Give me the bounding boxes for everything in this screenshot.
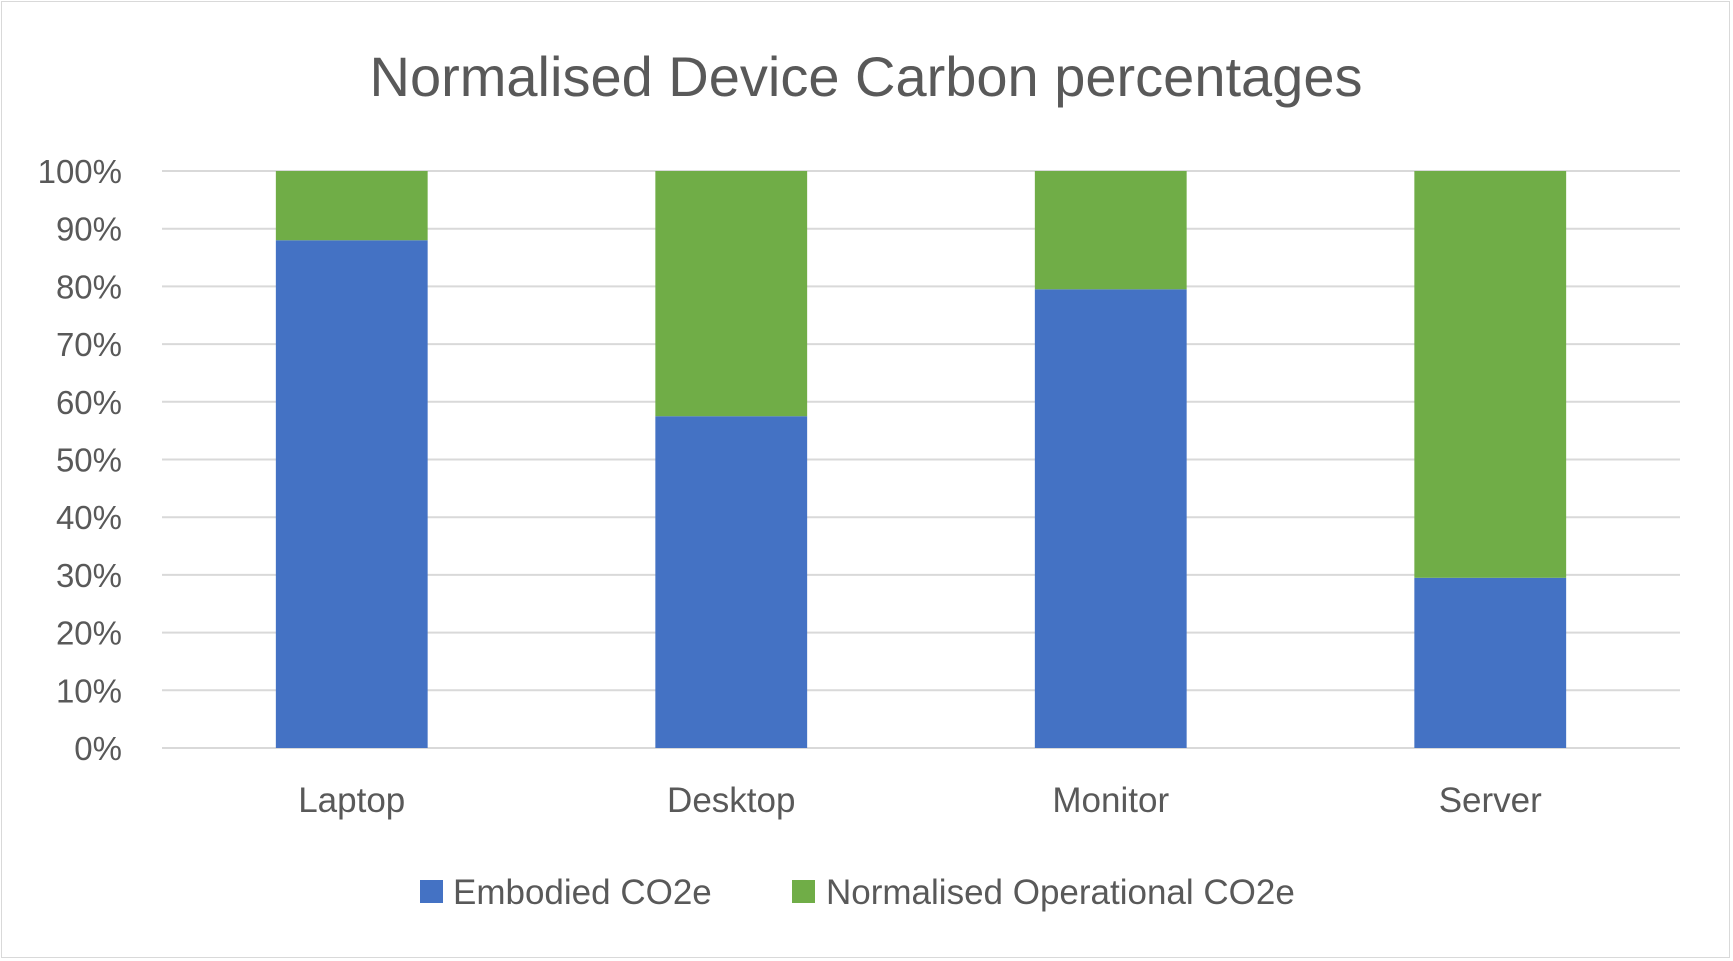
y-tick-label: 10%: [56, 672, 122, 709]
y-tick-label: 100%: [38, 153, 122, 190]
legend-label-operational: Normalised Operational CO2e: [826, 873, 1295, 912]
legend-swatch-operational: [792, 880, 815, 903]
y-tick-label: 70%: [56, 326, 122, 363]
legend: Embodied CO2e Normalised Operational CO2e: [420, 873, 1295, 912]
x-category-label: Laptop: [298, 781, 405, 820]
y-tick-label: 30%: [56, 557, 122, 594]
x-category-label: Monitor: [1052, 781, 1169, 820]
y-tick-label: 40%: [56, 499, 122, 536]
legend-label-embodied: Embodied CO2e: [453, 873, 712, 912]
legend-swatch-embodied: [420, 880, 443, 903]
bar-server-operational: [1414, 171, 1567, 578]
x-category-label: Desktop: [667, 781, 795, 820]
y-tick-label: 20%: [56, 615, 122, 652]
y-tick-label: 50%: [56, 442, 122, 479]
chart-title: Normalised Device Carbon percentages: [370, 45, 1363, 108]
bar-monitor-embodied: [1034, 289, 1187, 748]
y-tick-label: 60%: [56, 384, 122, 421]
x-category-label: Server: [1439, 781, 1542, 820]
bar-laptop-embodied: [275, 240, 428, 749]
bar-server-embodied: [1414, 577, 1567, 748]
y-axis-ticks: 0% 10% 20% 30% 40% 50% 60% 70% 80% 90% 100%: [38, 153, 122, 767]
y-tick-label: 0%: [74, 730, 122, 767]
y-tick-label: 90%: [56, 211, 122, 248]
bar-laptop-operational: [275, 171, 428, 241]
bar-desktop-operational: [655, 171, 808, 417]
x-axis-categories: Laptop Desktop Monitor Server: [298, 781, 1542, 820]
bar-desktop-embodied: [655, 416, 808, 748]
y-tick-label: 80%: [56, 268, 122, 305]
bars: [275, 171, 1567, 749]
bar-monitor-operational: [1034, 171, 1187, 290]
